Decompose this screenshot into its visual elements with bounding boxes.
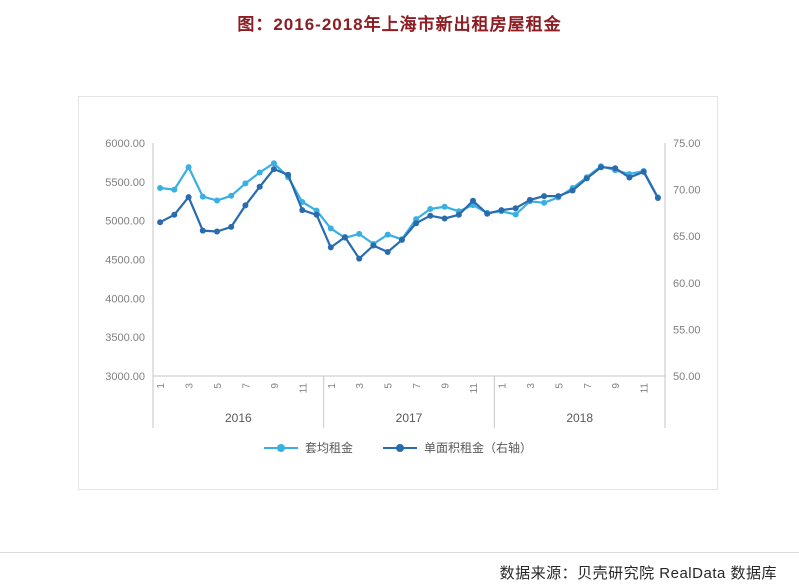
svg-text:3000.00: 3000.00 xyxy=(105,371,145,383)
svg-text:11: 11 xyxy=(298,383,309,394)
svg-text:75.00: 75.00 xyxy=(673,138,701,150)
svg-text:60.00: 60.00 xyxy=(673,278,701,290)
svg-text:7: 7 xyxy=(583,383,594,389)
svg-text:7: 7 xyxy=(241,383,252,389)
svg-text:4000.00: 4000.00 xyxy=(105,293,145,305)
line-marker-icon xyxy=(383,443,417,453)
line-chart-canvas: 6000.00 5500.00 5000.00 4500.00 4000.00 3500.… xyxy=(105,138,701,428)
svg-text:55.00: 55.00 xyxy=(673,324,701,336)
svg-text:7: 7 xyxy=(412,383,423,389)
svg-text:1: 1 xyxy=(327,383,338,389)
svg-text:5500.00: 5500.00 xyxy=(105,177,145,189)
svg-text:3: 3 xyxy=(185,383,196,389)
svg-text:3: 3 xyxy=(526,383,537,389)
svg-text:3: 3 xyxy=(355,383,366,389)
svg-text:5: 5 xyxy=(554,383,565,389)
svg-text:6000.00: 6000.00 xyxy=(105,138,145,150)
svg-text:70.00: 70.00 xyxy=(673,185,701,197)
svg-text:9: 9 xyxy=(270,383,281,389)
svg-text:50.00: 50.00 xyxy=(673,371,701,383)
svg-text:11: 11 xyxy=(640,383,651,394)
data-source-text: 数据来源：贝壳研究院 RealData 数据库 xyxy=(499,565,777,582)
chart-legend: 套均租金 单面积租金（右轴） xyxy=(79,439,717,456)
svg-text:9: 9 xyxy=(611,383,622,389)
svg-text:11: 11 xyxy=(469,383,480,394)
page-title: 图：2016-2018年上海市新出租房屋租金 xyxy=(237,15,562,34)
chart-frame: 6000.00 5500.00 5000.00 4500.00 4000.00 3500.… xyxy=(78,96,718,490)
svg-text:65.00: 65.00 xyxy=(673,231,701,243)
legend-label-unit-area-rent: 单面积租金（右轴） xyxy=(424,441,533,455)
svg-text:1: 1 xyxy=(156,383,167,389)
svg-text:5: 5 xyxy=(213,383,224,389)
svg-text:4500.00: 4500.00 xyxy=(105,255,145,267)
svg-text:3500.00: 3500.00 xyxy=(105,332,145,344)
svg-text:5000.00: 5000.00 xyxy=(105,216,145,228)
svg-text:2018: 2018 xyxy=(566,411,593,425)
svg-text:2016: 2016 xyxy=(225,411,252,425)
footer-divider xyxy=(0,552,799,553)
svg-text:2017: 2017 xyxy=(396,411,423,425)
line-marker-icon xyxy=(263,443,298,453)
legend-item-unit-area-rent: 单面积租金（右轴） xyxy=(383,439,532,456)
svg-text:5: 5 xyxy=(384,383,395,389)
legend-item-avg-rent: 套均租金 xyxy=(263,439,353,456)
svg-text:9: 9 xyxy=(441,383,452,389)
legend-label-avg-rent: 套均租金 xyxy=(304,441,353,455)
svg-text:1: 1 xyxy=(497,383,508,389)
